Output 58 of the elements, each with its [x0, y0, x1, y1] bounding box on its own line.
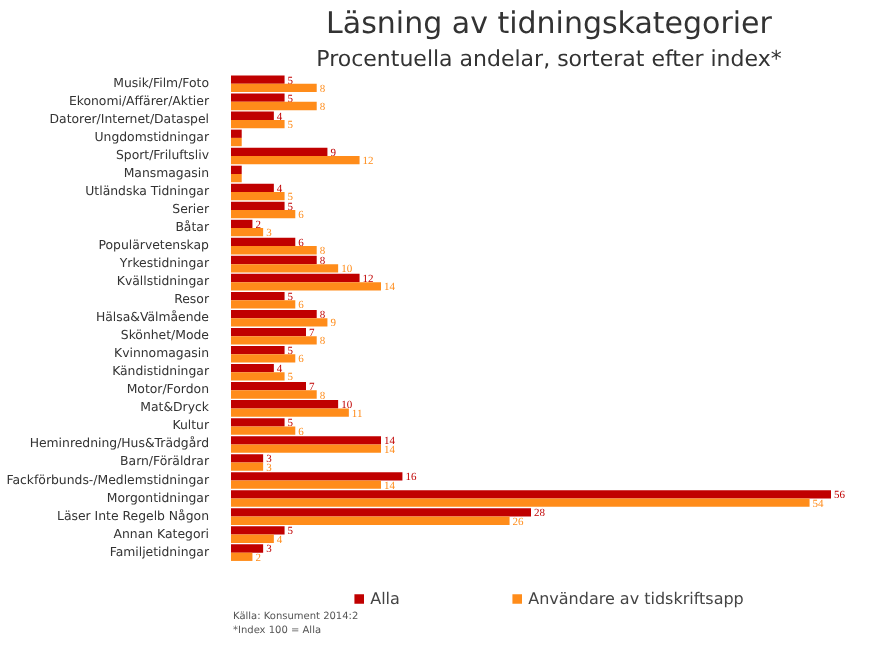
bar — [231, 498, 810, 507]
bar — [231, 444, 381, 453]
bar — [231, 454, 264, 463]
bar — [231, 472, 403, 481]
chart-title: Läsning av tidningskategorier — [326, 5, 774, 41]
bar — [231, 390, 317, 399]
bar — [231, 282, 381, 291]
bar — [231, 173, 242, 183]
bar — [231, 318, 328, 327]
bar — [231, 480, 381, 489]
chart-subtitle: Procentuella andelar, sorterat efter index* — [316, 46, 783, 72]
bar — [231, 192, 285, 201]
bar — [231, 210, 296, 219]
bar — [231, 534, 274, 543]
bar — [231, 246, 317, 255]
bar — [231, 436, 381, 445]
bar — [231, 255, 317, 265]
bar — [231, 155, 360, 165]
bar — [231, 418, 285, 427]
bar — [231, 201, 285, 211]
bar — [231, 129, 242, 138]
bar — [231, 300, 296, 309]
bar — [231, 364, 274, 373]
bar — [231, 346, 285, 355]
bar — [231, 382, 306, 391]
bar — [231, 264, 339, 273]
bar — [231, 526, 285, 535]
bar — [231, 490, 831, 499]
bar — [231, 237, 296, 247]
bar — [231, 101, 317, 111]
bar — [231, 165, 242, 174]
bar — [231, 93, 285, 102]
bar — [231, 544, 264, 553]
bar — [231, 119, 285, 129]
bar — [231, 219, 253, 229]
legend-label: Användare av tidskriftsapp — [528, 588, 744, 608]
bar — [231, 516, 510, 525]
bar — [231, 83, 317, 93]
bar — [231, 408, 349, 417]
bar — [231, 111, 274, 120]
bar — [231, 75, 285, 84]
bar — [231, 327, 306, 337]
bar — [231, 372, 285, 381]
bar — [231, 309, 317, 319]
bar — [231, 183, 274, 193]
bar — [231, 426, 296, 435]
bar — [231, 400, 339, 409]
bar — [231, 336, 317, 345]
bar — [231, 508, 531, 517]
bar — [231, 552, 253, 561]
bar — [231, 291, 285, 301]
bar — [231, 147, 328, 156]
bar — [231, 228, 264, 237]
bar — [231, 137, 242, 147]
bar — [231, 462, 264, 471]
bar — [231, 273, 360, 283]
legend-label: Alla — [370, 588, 402, 608]
bar — [231, 354, 296, 363]
